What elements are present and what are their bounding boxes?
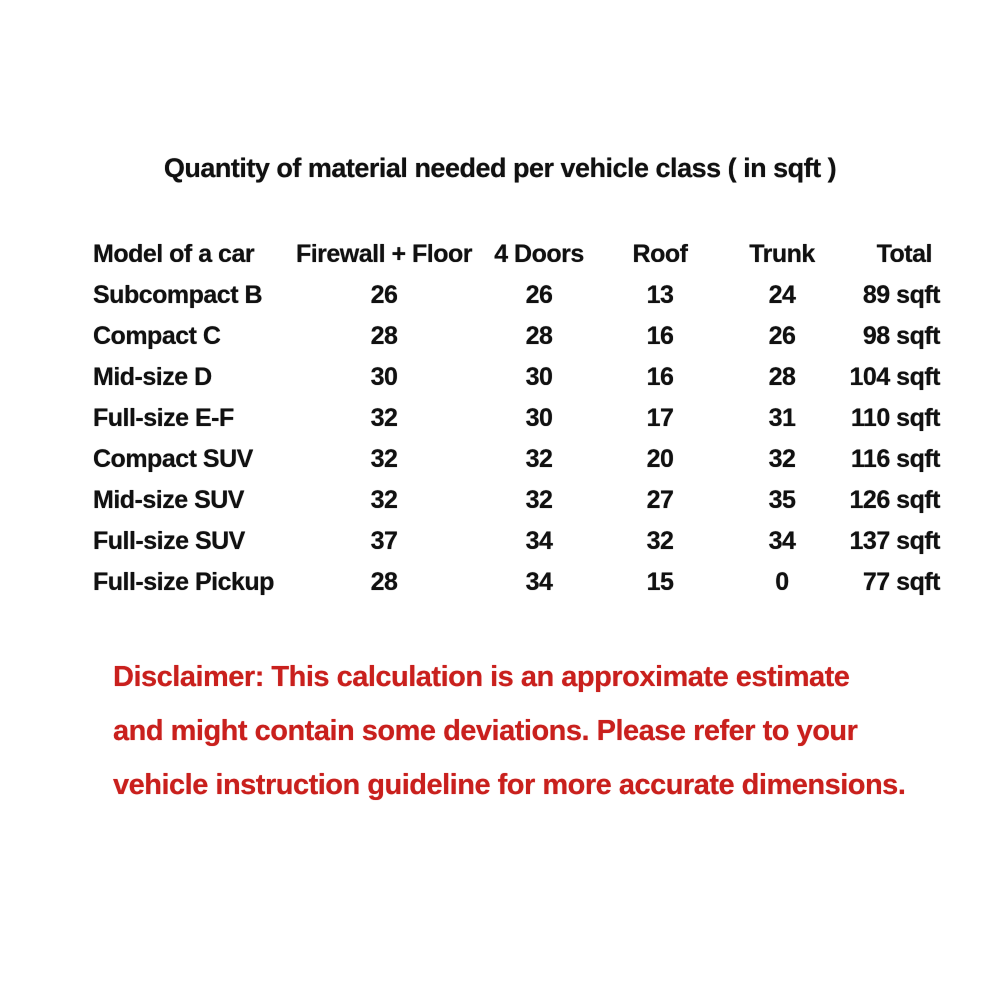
total-cell: 137 sqft <box>849 527 941 555</box>
model-cell: Mid-size D <box>93 363 212 391</box>
value-cell: 32 <box>768 445 796 473</box>
total-cell: 110 sqft <box>850 404 941 432</box>
table-row: Compact SUV 32 32 20 32 116 sqft <box>93 439 941 480</box>
value-cell: 26 <box>768 322 796 350</box>
value-cell: 27 <box>646 486 674 514</box>
value-cell: 32 <box>525 445 553 473</box>
value-cell: 32 <box>370 445 398 473</box>
model-cell: Compact SUV <box>93 445 253 473</box>
value-cell: 32 <box>370 404 398 432</box>
value-cell: 30 <box>525 404 553 432</box>
col-header-roof: Roof <box>632 240 688 268</box>
value-cell: 28 <box>370 322 398 350</box>
value-cell: 15 <box>646 568 674 596</box>
total-cell: 126 sqft <box>849 486 941 514</box>
table-row: Mid-size D 30 30 16 28 104 sqft <box>93 357 941 398</box>
value-cell: 26 <box>525 281 553 309</box>
value-cell: 35 <box>768 486 796 514</box>
disclaimer-line-1: Disclaimer: This calculation is an appro… <box>113 661 850 693</box>
model-cell: Full-size E-F <box>93 404 234 432</box>
value-cell: 34 <box>768 527 796 555</box>
page-title: Quantity of material needed per vehicle … <box>163 153 837 183</box>
value-cell: 17 <box>646 404 674 432</box>
value-cell: 37 <box>370 527 398 555</box>
col-header-4-doors: 4 Doors <box>494 240 584 268</box>
value-cell: 34 <box>525 568 553 596</box>
table-header-row: Model of a car Firewall + Floor 4 Doors … <box>93 234 940 275</box>
value-cell: 13 <box>646 281 674 309</box>
model-cell: Full-size Pickup <box>93 568 274 596</box>
table-body: Subcompact B 26 26 13 24 89 sqft Compact C 28 28… <box>93 275 941 603</box>
value-cell: 32 <box>370 486 398 514</box>
value-cell: 28 <box>525 322 553 350</box>
table-row: Full-size SUV 37 34 32 34 137 sqft <box>93 521 941 562</box>
model-cell: Compact C <box>93 322 221 350</box>
value-cell: 32 <box>646 527 674 555</box>
value-cell: 30 <box>370 363 398 391</box>
table-row: Subcompact B 26 26 13 24 89 sqft <box>93 275 941 316</box>
disclaimer-line-2: and might contain some deviations. Pleas… <box>113 715 858 747</box>
table-row: Full-size E-F 32 30 17 31 110 sqft <box>93 398 941 439</box>
value-cell: 28 <box>768 363 796 391</box>
model-cell: Full-size SUV <box>93 527 245 555</box>
total-cell: 98 sqft <box>862 322 941 350</box>
total-cell: 116 sqft <box>850 445 941 473</box>
col-header-model: Model of a car <box>93 240 255 268</box>
value-cell: 26 <box>370 281 398 309</box>
table-row: Compact C 28 28 16 26 98 sqft <box>93 316 941 357</box>
total-cell: 77 sqft <box>862 568 941 596</box>
model-cell: Subcompact B <box>93 281 263 309</box>
disclaimer-line-3: vehicle instruction guideline for more a… <box>113 769 906 801</box>
disclaimer: Disclaimer: This calculation is an appro… <box>113 650 953 812</box>
value-cell: 28 <box>370 568 398 596</box>
value-cell: 20 <box>646 445 674 473</box>
value-cell: 0 <box>775 568 789 596</box>
value-cell: 16 <box>646 322 674 350</box>
value-cell: 31 <box>768 404 796 432</box>
col-header-trunk: Trunk <box>749 240 815 268</box>
col-header-firewall-floor: Firewall + Floor <box>295 240 473 268</box>
value-cell: 34 <box>525 527 553 555</box>
material-table: Model of a car Firewall + Floor 4 Doors … <box>93 234 941 603</box>
value-cell: 24 <box>768 281 796 309</box>
col-header-total: Total <box>876 240 933 268</box>
table-row: Full-size Pickup 28 34 15 0 77 sqft <box>93 562 941 603</box>
table-row: Mid-size SUV 32 32 27 35 126 sqft <box>93 480 941 521</box>
model-cell: Mid-size SUV <box>93 486 244 514</box>
total-cell: 89 sqft <box>862 281 941 309</box>
value-cell: 32 <box>525 486 553 514</box>
value-cell: 16 <box>646 363 674 391</box>
value-cell: 30 <box>525 363 553 391</box>
total-cell: 104 sqft <box>849 363 941 391</box>
